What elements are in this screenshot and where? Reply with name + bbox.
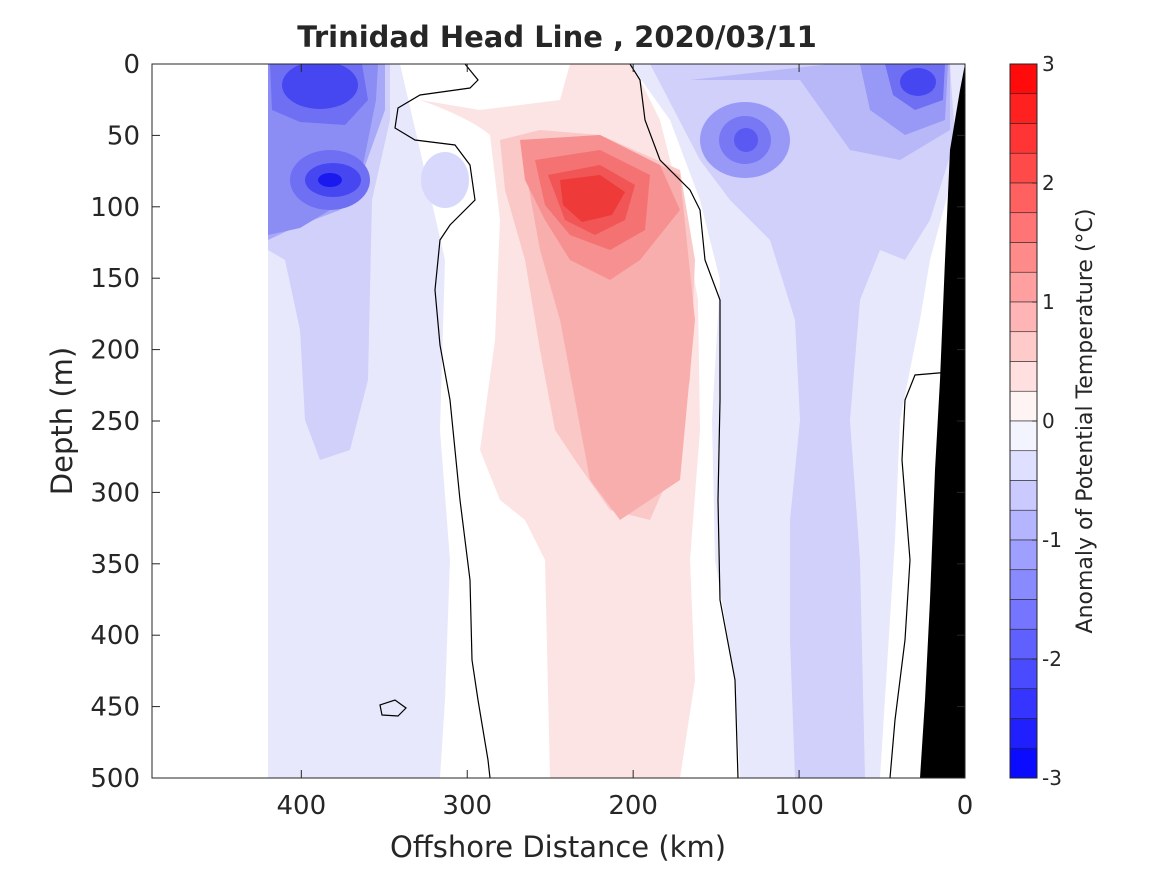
colorbar-band [1009, 420, 1038, 452]
colorbar: 3 2 1 0 -1 -2 -3 [1009, 52, 1062, 790]
colorbar-band [1009, 212, 1038, 243]
colorbar-band [1009, 599, 1038, 630]
cold-contour-east-8 [900, 68, 936, 96]
y-tick-label: 300 [90, 478, 140, 508]
x-tick-label: 100 [774, 791, 824, 821]
colorbar-band [1009, 450, 1038, 481]
colorbar-band [1009, 242, 1038, 273]
cold-contour-west-6 [282, 64, 358, 109]
colorbar-band [1009, 688, 1038, 719]
y-tick-label: 450 [90, 693, 140, 723]
zero-contour-loop [379, 699, 407, 717]
x-tick-label: 0 [957, 791, 974, 821]
colorbar-band [1009, 152, 1038, 184]
colorbar-tick-label: -2 [1042, 647, 1062, 671]
colorbar-band [1009, 93, 1038, 124]
y-tick-label: 100 [90, 193, 140, 223]
colorbar-band [1009, 658, 1038, 690]
cold-contour-west-9 [421, 152, 469, 208]
colorbar-band [1009, 569, 1038, 600]
colorbar-band [1009, 182, 1038, 214]
y-axis-ticks: 0 50 100 150 200 250 300 350 400 450 500 [90, 50, 965, 794]
y-tick-label: 150 [90, 264, 140, 294]
colorbar-band [1009, 63, 1038, 95]
colorbar-band [1009, 301, 1038, 333]
y-tick-label: 350 [90, 550, 140, 580]
land-mask [920, 64, 965, 778]
colorbar-band [1009, 123, 1038, 154]
colorbar-band [1009, 271, 1038, 303]
colorbar-label: Anomaly of Potential Temperature (°C) [1073, 209, 1098, 634]
x-tick-label: 400 [277, 791, 327, 821]
warm-contour-6 [560, 175, 625, 222]
x-tick-label: 300 [442, 791, 492, 821]
colorbar-tick-label: -1 [1042, 528, 1062, 552]
colorbar-tick-label: 2 [1042, 171, 1055, 195]
colorbar-band [1009, 718, 1038, 749]
colorbar-band [1009, 509, 1038, 541]
colorbar-band [1009, 480, 1038, 511]
cold-contour-east-1 [650, 64, 955, 778]
y-tick-label: 200 [90, 336, 140, 366]
colorbar-tick-label: 0 [1042, 409, 1055, 433]
zero-contour-east [629, 64, 739, 778]
y-tick-label: 50 [107, 121, 140, 151]
colorbar-band [1009, 628, 1038, 660]
colorbar-band [1009, 390, 1038, 422]
x-tick-label: 200 [608, 791, 658, 821]
x-axis-label: Offshore Distance (km) [390, 830, 726, 864]
zero-contour-nearshore [889, 371, 951, 778]
plot-area: 400 300 200 100 0 0 50 100 150 200 250 300 350 400 45… [90, 50, 973, 821]
contour-fills [268, 64, 965, 778]
y-axis-label: Depth (m) [45, 347, 79, 495]
colorbar-ticks: 3 2 1 0 -1 -2 -3 [1032, 52, 1062, 790]
y-tick-label: 500 [90, 764, 140, 794]
colorbar-band [1009, 361, 1038, 392]
zero-contour-west [394, 64, 491, 778]
y-tick-label: 250 [90, 407, 140, 437]
colorbar-band [1009, 331, 1038, 362]
colorbar-tick-label: -3 [1042, 766, 1062, 790]
colorbar-band [1009, 747, 1038, 779]
cold-contour-east-5 [734, 128, 758, 152]
colorbar-tick-label: 1 [1042, 290, 1055, 314]
colorbar-tick-label: 3 [1042, 52, 1055, 76]
cold-contour-west-8 [318, 173, 342, 187]
y-tick-label: 400 [90, 621, 140, 651]
x-axis-ticks: 400 300 200 100 0 [277, 64, 974, 821]
chart-title: Trinidad Head Line , 2020/03/11 [297, 20, 817, 54]
colorbar-band [1009, 539, 1038, 571]
y-tick-label: 0 [123, 50, 140, 80]
